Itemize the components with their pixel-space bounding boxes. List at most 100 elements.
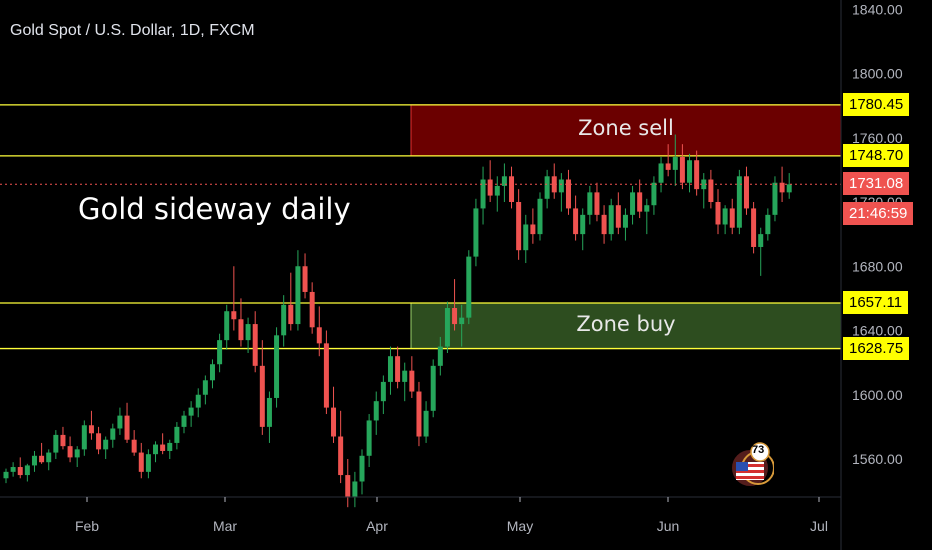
candle-body: [209, 364, 215, 381]
y-tick-label: 1640.00: [852, 323, 903, 339]
candle-body: [380, 381, 386, 402]
candle-body: [103, 439, 109, 450]
candle-body: [594, 192, 600, 215]
candle-body: [416, 391, 422, 437]
y-tick-label: 1560.00: [852, 451, 903, 467]
candle-body: [316, 327, 322, 344]
candle-body: [694, 160, 700, 190]
candle-body: [644, 205, 650, 212]
candle-body: [459, 317, 465, 325]
price-tag: 1628.75: [843, 336, 910, 360]
price-tag: 21:46:59: [843, 202, 914, 226]
candle-body: [160, 444, 166, 451]
candle-body: [444, 308, 450, 347]
price-tag: 1748.70: [843, 143, 910, 167]
y-tick-label: 1800.00: [852, 66, 903, 82]
y-tick-label: 1840.00: [852, 1, 903, 17]
candle-body: [530, 224, 536, 235]
candle-body: [751, 208, 757, 247]
candle-body: [24, 465, 30, 476]
candle-body: [181, 415, 187, 427]
candle-body: [701, 179, 707, 190]
candle-body: [786, 184, 792, 193]
candle-body: [587, 192, 593, 215]
candle-body: [544, 176, 550, 199]
candle-body: [138, 452, 144, 472]
candle-body: [231, 311, 237, 320]
x-tick-label: Jul: [810, 518, 828, 534]
candle-body: [466, 256, 472, 318]
candle-body: [772, 182, 778, 215]
chart-title: Gold Spot / U.S. Dollar, 1D, FXCM: [10, 22, 255, 39]
candle-body: [501, 176, 507, 186]
candle-body: [473, 208, 479, 257]
candle-body: [402, 370, 408, 382]
candle-body: [409, 370, 415, 392]
candle-body: [672, 157, 678, 170]
annotation-text[interactable]: Gold sideway daily: [78, 192, 351, 226]
candle-body: [558, 179, 564, 193]
price-tag: 1657.11: [843, 291, 909, 315]
candle-body: [637, 192, 643, 212]
zone-sell-label: Zone sell: [578, 116, 674, 141]
candle-body: [345, 475, 351, 498]
x-tick-label: Mar: [213, 518, 237, 534]
candle-body: [81, 425, 87, 450]
candle-body: [309, 291, 315, 328]
candle-body: [31, 455, 37, 466]
candle-body: [195, 394, 201, 408]
candle-body: [630, 192, 636, 215]
candle-body: [174, 426, 180, 443]
candle-body: [573, 208, 579, 235]
badge-count: 73: [752, 444, 765, 456]
candle-body: [259, 365, 265, 427]
candle-body: [622, 214, 628, 228]
candle-body: [708, 179, 714, 202]
candle-body: [523, 224, 529, 251]
candle-body: [423, 410, 429, 437]
candle-body: [743, 176, 749, 209]
candle-body: [395, 356, 401, 382]
candle-body: [266, 397, 272, 427]
y-tick-label: 1760.00: [852, 130, 903, 146]
candle-body: [430, 365, 436, 411]
candle-body: [480, 179, 486, 209]
candle-body: [736, 176, 742, 228]
candle-body: [288, 304, 294, 325]
candle-body: [537, 198, 543, 235]
candle-body: [352, 481, 358, 498]
candle-body: [188, 407, 194, 416]
candle-body: [53, 434, 59, 453]
candle-body: [679, 157, 685, 183]
candle-body: [217, 340, 223, 365]
candle-body: [167, 442, 173, 451]
candle-body: [202, 380, 208, 395]
candle-body: [452, 308, 458, 325]
candle-body: [665, 163, 671, 170]
zone-buy-label: Zone buy: [576, 311, 676, 336]
x-tick-label: Feb: [75, 518, 99, 534]
candle-body: [359, 455, 365, 482]
candle-body: [658, 163, 664, 183]
candle-body: [366, 420, 372, 456]
y-tick-label: 1600.00: [852, 387, 903, 403]
candle-body: [338, 436, 344, 476]
candle-body: [487, 179, 493, 196]
candle-body: [580, 214, 586, 235]
y-tick-label: 1680.00: [852, 258, 903, 274]
candle-body: [117, 415, 123, 429]
x-tick-label: May: [507, 518, 533, 534]
candle-body: [274, 335, 280, 398]
candle-body: [110, 428, 116, 440]
candle-body: [295, 266, 301, 325]
candle-body: [651, 182, 657, 206]
candle-body: [3, 471, 9, 479]
candle-body: [729, 208, 735, 228]
x-tick-label: Jun: [657, 518, 680, 534]
candle-body: [331, 407, 337, 437]
candle-body: [17, 467, 23, 476]
candle-body: [323, 343, 329, 408]
zone-sell-box: [410, 104, 842, 157]
us-flag-icon[interactable]: 73: [730, 442, 775, 488]
